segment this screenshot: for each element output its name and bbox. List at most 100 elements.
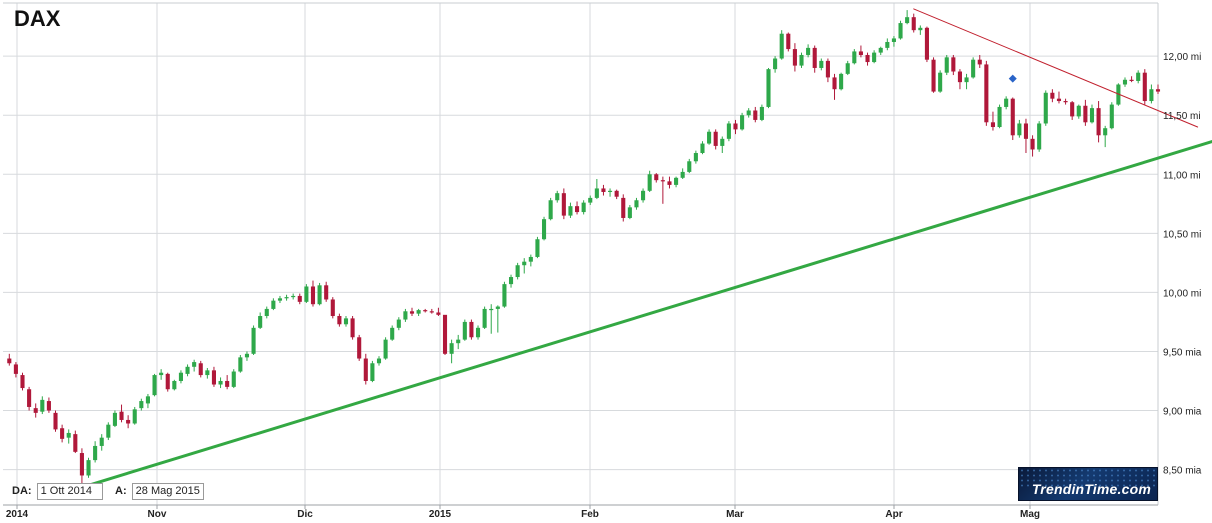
candle (581, 200, 586, 215)
candle (218, 377, 223, 389)
candle-body (456, 339, 461, 344)
candle (1149, 84, 1154, 104)
candle-body (423, 310, 428, 312)
candle (667, 176, 672, 189)
candle (924, 26, 929, 63)
candle (528, 254, 533, 267)
candle-body (1096, 108, 1101, 136)
candle-body (1136, 72, 1141, 81)
candle (522, 258, 527, 274)
candle (482, 306, 487, 330)
candle-body (152, 375, 157, 396)
candle-body (53, 412, 58, 430)
candle (66, 429, 71, 444)
candle-body (93, 445, 98, 461)
candle (726, 121, 731, 142)
candle (489, 304, 494, 334)
candle (660, 176, 665, 204)
candle-body (641, 190, 646, 201)
candle-body (944, 57, 949, 73)
candle-body (20, 375, 25, 389)
candle (112, 410, 117, 428)
candle-body (845, 63, 850, 74)
candle (1103, 125, 1108, 148)
candle (304, 284, 309, 304)
candle (165, 372, 170, 392)
candle-body (7, 358, 12, 364)
candle-body (86, 460, 91, 476)
candle-body (812, 47, 817, 68)
candle-body (555, 193, 560, 201)
candle (192, 359, 197, 372)
candles-group (7, 10, 1161, 488)
candle (416, 308, 421, 317)
candle (1023, 118, 1029, 154)
candle (264, 306, 269, 319)
candle-body (1103, 128, 1108, 136)
candle (1136, 70, 1141, 84)
x-tick-label: Dic (297, 509, 313, 520)
candle-body (990, 122, 996, 128)
candle (878, 46, 883, 55)
candle (964, 73, 969, 90)
candle (99, 434, 104, 451)
candle-body (132, 409, 137, 424)
candle (152, 373, 157, 397)
x-tick-labels: 2014 Nov Dic 2015 Feb Mar Apr Mag (6, 509, 1040, 520)
candle (271, 298, 276, 311)
candle-body (766, 69, 771, 107)
candle-body (27, 389, 32, 407)
candle-body (13, 364, 18, 374)
candle-body (792, 49, 797, 66)
candle (779, 30, 784, 60)
trendintime-logo[interactable]: TrendinTime.com (1018, 467, 1158, 501)
candle-body (608, 190, 613, 193)
candle (159, 369, 164, 380)
candle (1056, 91, 1062, 104)
candle-body (1056, 98, 1062, 102)
candle (238, 354, 243, 373)
candle (73, 430, 78, 454)
x-tick-label: Feb (581, 509, 599, 520)
y-tick-label: 11,00 mi (1163, 170, 1201, 181)
candle (707, 129, 712, 145)
candle (951, 54, 956, 76)
vertical-gridlines (16, 3, 1031, 509)
candle (891, 36, 896, 47)
candle (634, 197, 639, 210)
candle-body (277, 298, 283, 301)
candle (132, 406, 137, 425)
y-tick-label: 9,00 mia (1163, 407, 1202, 418)
candle-body (46, 401, 51, 411)
candle (1109, 102, 1114, 130)
candle (244, 351, 250, 361)
candle-body (297, 295, 302, 302)
candle-body (284, 297, 289, 299)
candle (40, 396, 45, 415)
candle-body (918, 27, 923, 31)
candle (1083, 99, 1088, 126)
candle-body (370, 363, 375, 381)
candle-body (971, 59, 976, 78)
candle (20, 372, 25, 391)
candle-body (106, 424, 111, 438)
candle-body (746, 110, 751, 116)
candle-body (759, 106, 764, 120)
candle (86, 457, 91, 478)
candle (436, 307, 441, 317)
candle (1155, 84, 1161, 94)
candle-body (924, 27, 929, 60)
x-tick-label: Mag (1020, 509, 1040, 520)
date-to-field[interactable]: 28 Mag 2015 (131, 483, 204, 500)
candle-body (291, 295, 296, 298)
candle (825, 58, 830, 83)
candle-body (363, 358, 368, 381)
date-from-field[interactable]: 1 Ott 2014 (36, 483, 103, 500)
candle (594, 178, 599, 200)
candle-body (205, 370, 210, 376)
candle (1050, 89, 1055, 103)
candle-body (660, 180, 665, 182)
candle (898, 20, 903, 40)
candle (409, 307, 415, 317)
